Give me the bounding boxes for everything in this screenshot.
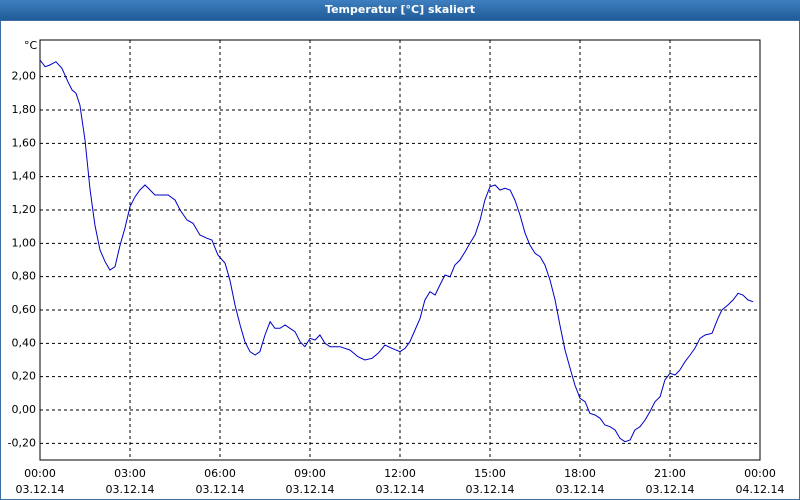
y-tick-label: 0,80: [12, 270, 37, 283]
plot-border: [39, 39, 761, 461]
y-axis-label: °C: [24, 39, 38, 52]
x-tick-label: 00:00 03.12.14: [15, 467, 65, 496]
y-tick-label: 1,80: [12, 103, 37, 116]
x-tick-label: 06:00 03.12.14: [195, 467, 245, 496]
y-tick-label: 0,20: [12, 370, 37, 383]
y-tick-label: -0,20: [8, 436, 36, 449]
x-tick-label: 15:00 03.12.14: [465, 467, 515, 496]
x-tick-label: 21:00 03.12.14: [645, 467, 695, 496]
y-tick-label: 1,20: [12, 203, 37, 216]
line: [39, 59, 754, 443]
x-tick-label: 12:00 03.12.14: [375, 467, 425, 496]
frame: [0, 20, 800, 500]
x-tick-label: 18:00 03.12.14: [555, 467, 605, 496]
y-tick-label: 1,40: [12, 170, 37, 183]
title-bar: Temperatur [°C] skaliert: [0, 0, 800, 20]
x-tick-label: 03:00 03.12.14: [105, 467, 155, 496]
y-tick-label: 0,60: [12, 303, 37, 316]
x-tick-label: 00:00 04.12.14: [735, 467, 785, 496]
x-tick-label: 09:00 03.12.14: [285, 467, 335, 496]
y-tick-label: 1,00: [12, 236, 37, 249]
y-tick-label: 2,00: [12, 70, 37, 83]
y-tick-label: 0,40: [12, 336, 37, 349]
y-tick-label: 0,00: [12, 403, 37, 416]
y-tick-label: 1,60: [12, 136, 37, 149]
